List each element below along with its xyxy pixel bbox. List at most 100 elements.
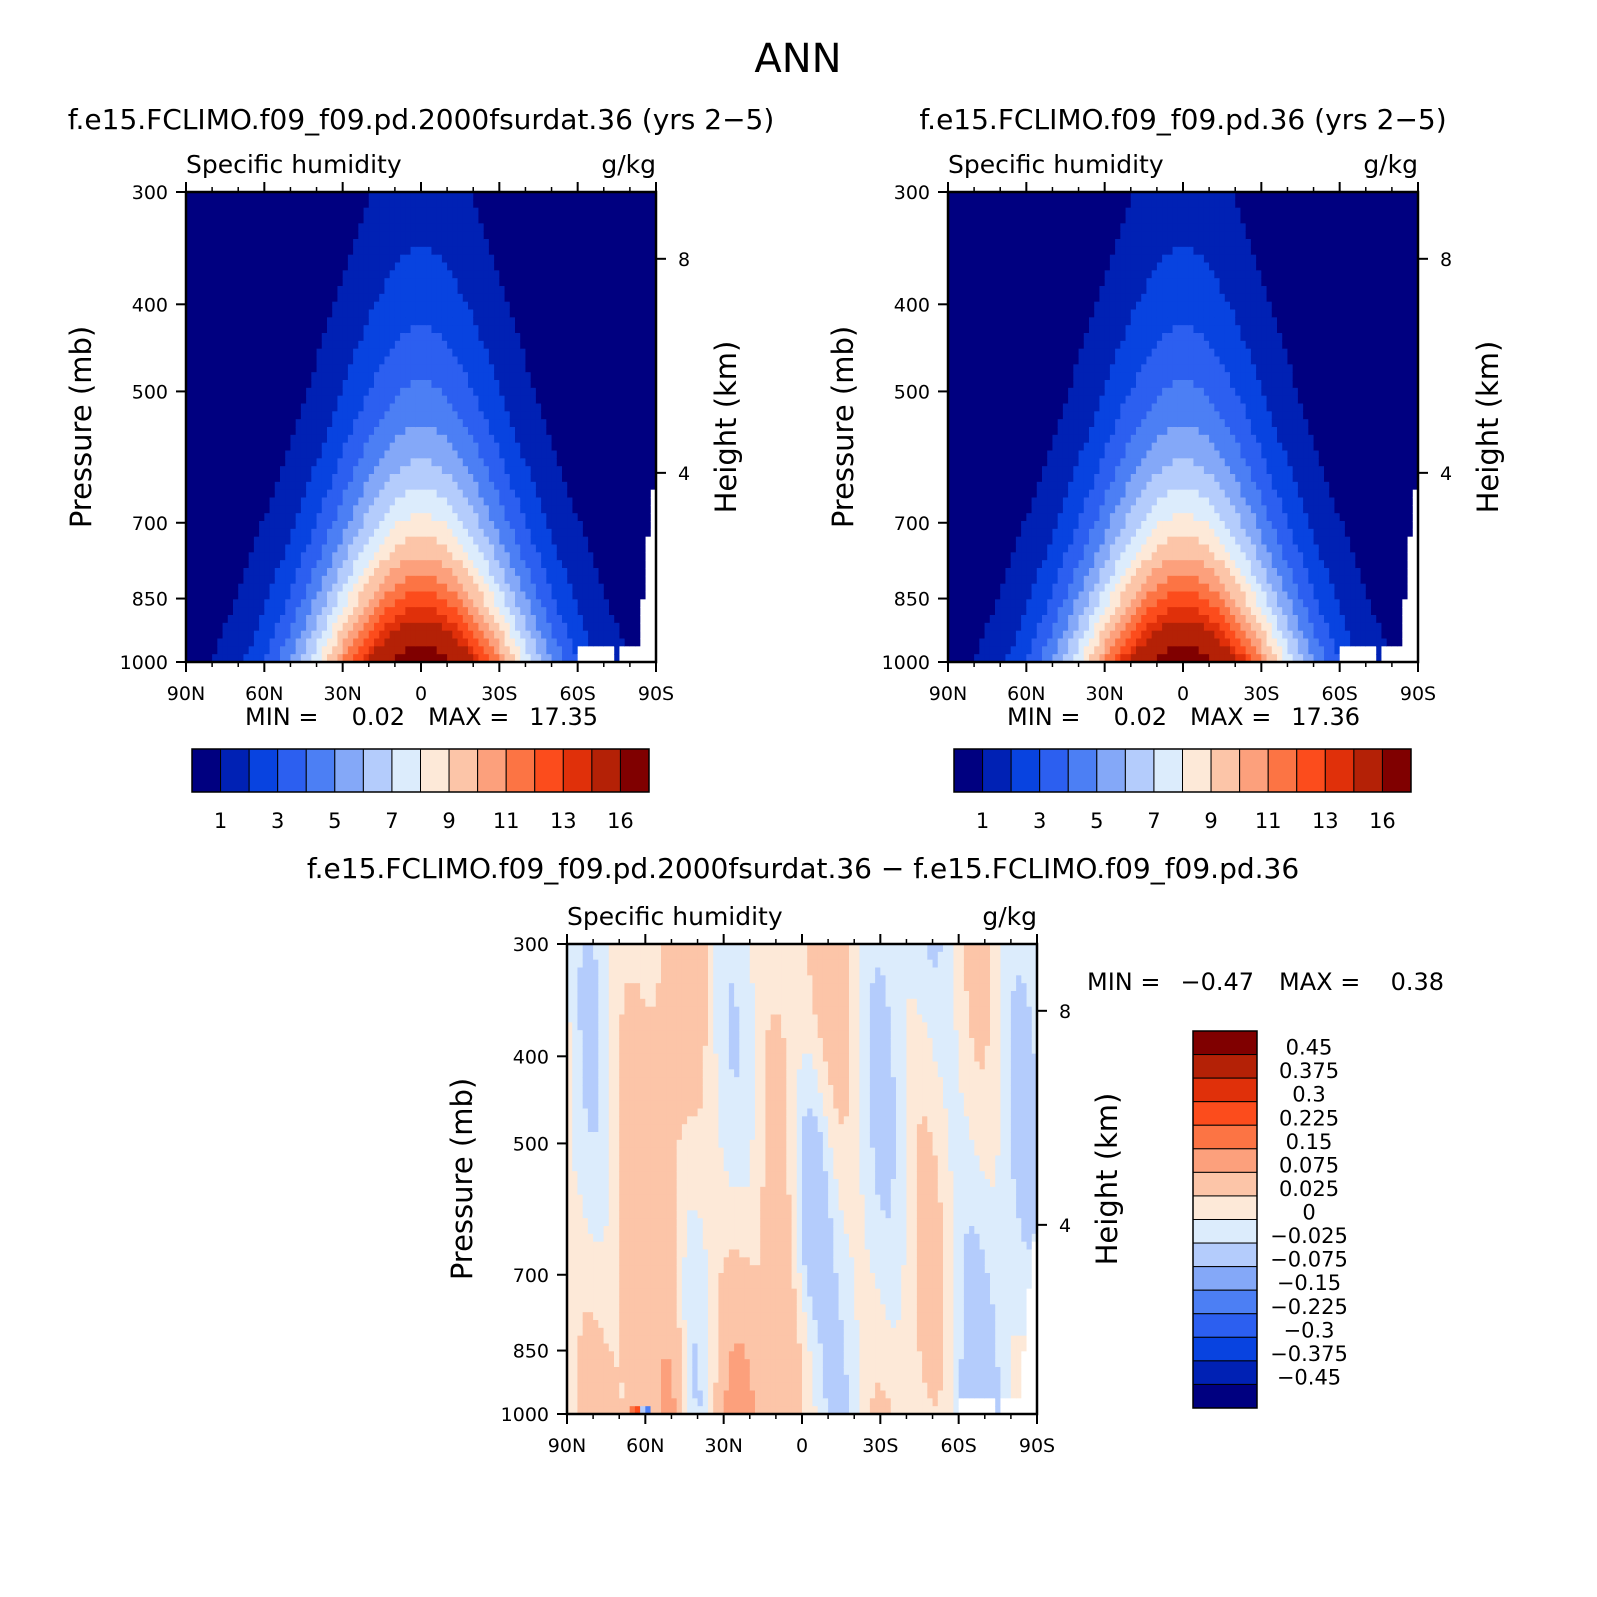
contour-cell	[238, 286, 244, 294]
contour-cell	[499, 631, 505, 639]
contour-cell	[238, 576, 244, 584]
contour-cell	[484, 435, 490, 443]
contour-cell	[270, 466, 276, 474]
contour-cell	[238, 223, 244, 231]
contour-cell	[468, 443, 474, 451]
contour-cell	[546, 255, 552, 263]
contour-cell	[280, 435, 286, 443]
contour-cell	[437, 498, 443, 506]
contour-cell	[572, 302, 578, 310]
contour-cell	[515, 325, 521, 333]
contour-cell	[520, 357, 526, 365]
contour-cell	[207, 278, 213, 286]
contour-cell	[369, 247, 375, 255]
contour-cell	[421, 192, 427, 200]
contour-cell	[546, 310, 552, 318]
contour-cell	[400, 278, 406, 286]
contour-cell	[322, 568, 328, 576]
contour-cell	[270, 568, 276, 576]
contour-cell	[452, 270, 458, 278]
contour-cell	[562, 388, 568, 396]
contour-cell	[494, 247, 500, 255]
contour-cell	[191, 466, 197, 474]
contour-cell	[510, 482, 516, 490]
contour-cell	[567, 302, 573, 310]
contour-cell	[343, 529, 349, 537]
contour-cell	[364, 576, 370, 584]
contour-cell	[311, 560, 317, 568]
contour-cell	[270, 404, 276, 412]
contour-cell	[557, 239, 563, 247]
contour-cell	[228, 239, 234, 247]
contour-cell	[390, 396, 396, 404]
contour-cell	[405, 592, 411, 600]
contour-cell	[353, 490, 359, 498]
contour-cell	[358, 247, 364, 255]
contour-cell	[202, 592, 208, 600]
contour-cell	[290, 584, 296, 592]
contour-cell	[431, 333, 437, 341]
contour-cell	[369, 545, 375, 553]
contour-cell	[202, 278, 208, 286]
contour-cell	[358, 286, 364, 294]
contour-cell	[473, 317, 479, 325]
contour-cell	[379, 325, 385, 333]
contour-cell	[254, 560, 260, 568]
contour-cell	[468, 294, 474, 302]
contour-cell	[223, 255, 229, 263]
contour-cell	[296, 545, 302, 553]
contour-cell	[207, 247, 213, 255]
contour-cell	[510, 537, 516, 545]
contour-cell	[301, 388, 307, 396]
contour-cell	[468, 388, 474, 396]
contour-cell	[207, 623, 213, 631]
contour-cell	[243, 599, 249, 607]
contour-cell	[290, 498, 296, 506]
contour-cell	[348, 592, 354, 600]
contour-cell	[437, 576, 443, 584]
contour-cell	[390, 255, 396, 263]
contour-cell	[317, 380, 323, 388]
contour-cell	[578, 192, 584, 200]
contour-cell	[327, 592, 333, 600]
contour-cell	[552, 349, 558, 357]
contour-cell	[458, 529, 464, 537]
contour-cell	[489, 270, 495, 278]
contour-cell	[593, 380, 599, 388]
contour-cell	[264, 490, 270, 498]
contour-cell	[384, 505, 390, 513]
contour-cell	[207, 568, 213, 576]
contour-cell	[489, 208, 495, 216]
contour-cell	[463, 411, 469, 419]
contour-cell	[562, 192, 568, 200]
contour-cell	[400, 568, 406, 576]
contour-cell	[337, 411, 343, 419]
contour-cell	[374, 404, 380, 412]
contour-cell	[541, 631, 547, 639]
contour-cell	[259, 615, 265, 623]
contour-cell	[557, 357, 563, 365]
contour-cell	[196, 223, 202, 231]
contour-cell	[264, 404, 270, 412]
contour-cell	[270, 302, 276, 310]
contour-cell	[614, 404, 620, 412]
contour-cell	[567, 584, 573, 592]
contour-cell	[311, 364, 317, 372]
contour-cell	[468, 623, 474, 631]
contour-cell	[400, 560, 406, 568]
contour-cell	[583, 294, 589, 302]
contour-cell	[285, 631, 291, 639]
contour-cell	[280, 623, 286, 631]
contour-cell	[604, 192, 610, 200]
contour-cell	[228, 357, 234, 365]
contour-cell	[604, 380, 610, 388]
contour-cell	[249, 341, 255, 349]
contour-cell	[499, 490, 505, 498]
contour-cell	[379, 231, 385, 239]
contour-cell	[572, 247, 578, 255]
contour-cell	[223, 419, 229, 427]
contour-cell	[212, 639, 218, 647]
contour-cell	[484, 419, 490, 427]
contour-cell	[306, 411, 312, 419]
contour-cell	[619, 270, 625, 278]
